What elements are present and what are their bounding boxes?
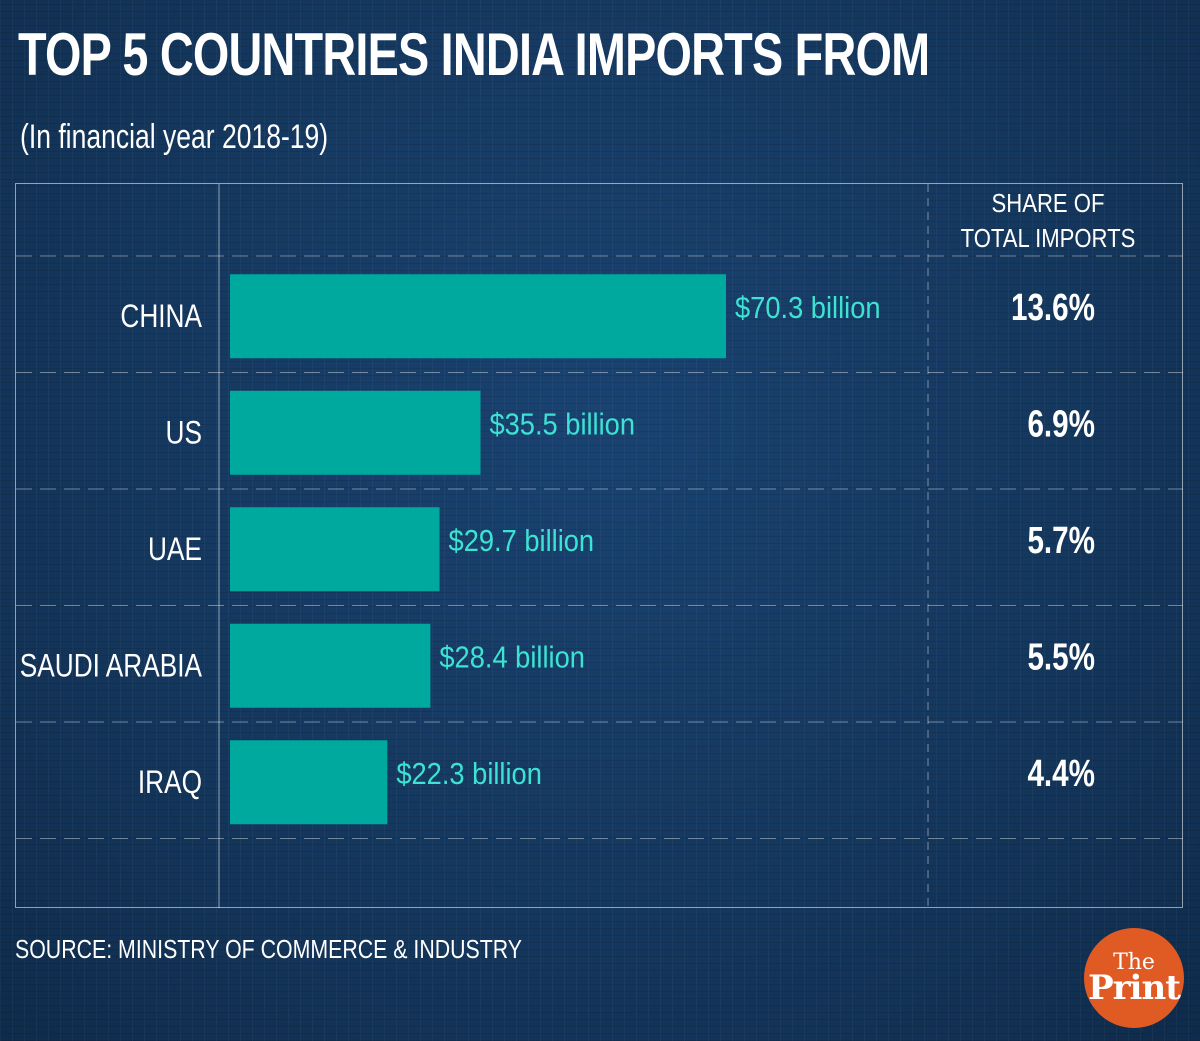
value-label: $22.3 billion — [396, 758, 542, 792]
logo-text-bottom: Print — [1088, 967, 1181, 1008]
grid-lines — [16, 184, 1183, 908]
chart-title: TOP 5 COUNTRIES INDIA IMPORTS FROM — [18, 21, 930, 88]
value-label: $35.5 billion — [489, 408, 635, 442]
share-label: 6.9% — [1027, 403, 1095, 445]
bar — [230, 274, 726, 359]
chart-frame — [15, 183, 1183, 908]
category-label: SAUDI ARABIA — [20, 649, 203, 684]
theprint-logo: The Print — [1084, 928, 1184, 1028]
source-note: SOURCE: MINISTRY OF COMMERCE & INDUSTRY — [15, 934, 523, 964]
share-header-line-1: SHARE OF — [992, 189, 1105, 218]
value-label: $28.4 billion — [439, 641, 585, 675]
value-label: $70.3 billion — [735, 292, 881, 326]
share-label: 5.7% — [1027, 520, 1095, 562]
bar — [230, 390, 481, 475]
value-label: $29.7 billion — [449, 525, 595, 559]
category-label: IRAQ — [138, 766, 202, 801]
bar — [230, 623, 431, 708]
category-label: US — [166, 416, 202, 451]
share-label: 5.5% — [1027, 636, 1095, 678]
share-label: 4.4% — [1027, 753, 1095, 795]
chart-rows: CHINA $70.3 billion 13.6% US $35.5 billion 6.… — [20, 274, 1095, 825]
category-label: CHINA — [120, 300, 202, 335]
share-header-line-2: TOTAL IMPORTS — [961, 224, 1136, 253]
category-label: UAE — [148, 533, 202, 568]
share-label: 13.6% — [1011, 287, 1095, 329]
bar — [230, 507, 440, 592]
logo-text-top: The — [1113, 949, 1155, 975]
bar — [230, 740, 388, 825]
chart-subtitle: (In financial year 2018-19) — [20, 118, 329, 156]
